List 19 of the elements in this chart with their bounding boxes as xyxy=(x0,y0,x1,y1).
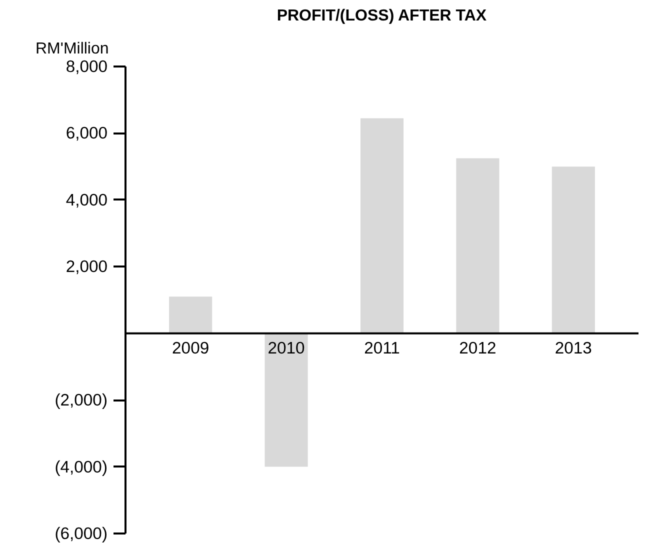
y-tick-label: (4,000) xyxy=(54,457,108,476)
x-tick-label: 2010 xyxy=(268,338,305,358)
chart-title: PROFIT/(LOSS) AFTER TAX xyxy=(276,8,487,24)
y-tick-label: 6,000 xyxy=(66,124,108,143)
x-tick-label: 2009 xyxy=(172,338,210,358)
y-tick-label: 4,000 xyxy=(66,190,108,210)
y-tick-label: 2,000 xyxy=(66,257,108,276)
x-tick-label: 2011 xyxy=(364,338,400,358)
bar xyxy=(360,118,404,334)
y-axis-title: RM'Million xyxy=(36,40,109,58)
y-tick-label: (6,000) xyxy=(54,524,108,543)
bar xyxy=(169,296,212,334)
bar xyxy=(264,333,308,467)
y-tick-label: 8,000 xyxy=(66,57,108,76)
bar xyxy=(552,166,595,334)
x-tick-label: 2012 xyxy=(459,338,496,358)
bar xyxy=(456,158,500,334)
x-tick-label: 2013 xyxy=(554,338,592,358)
y-tick-label: (2,000) xyxy=(54,390,108,410)
